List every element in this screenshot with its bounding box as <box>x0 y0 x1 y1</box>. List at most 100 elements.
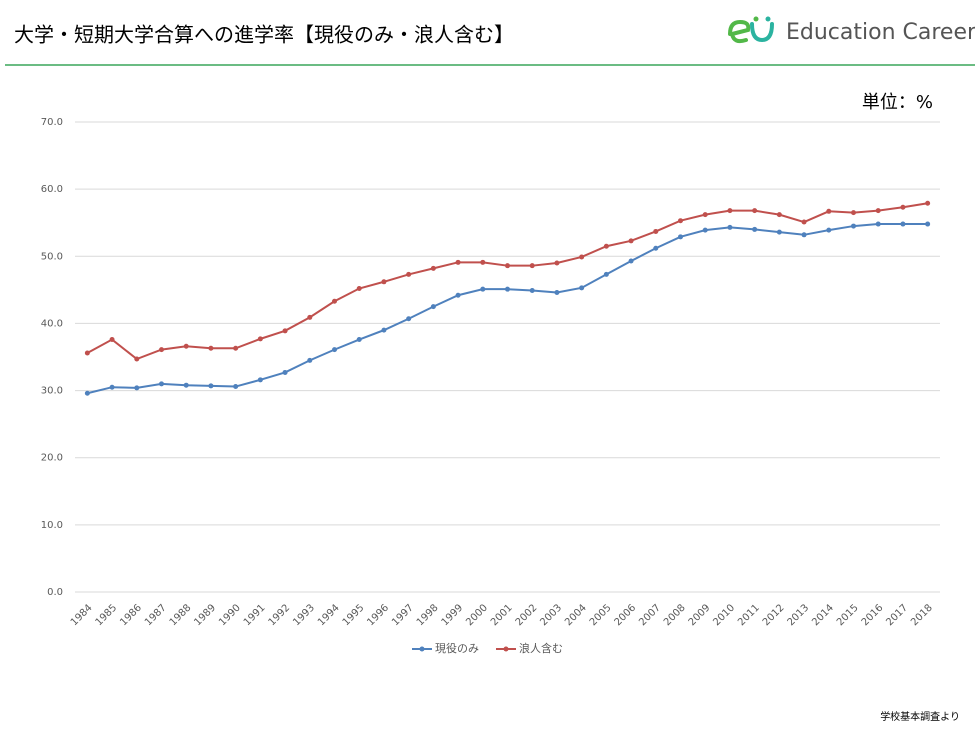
data-point <box>208 345 214 351</box>
data-point <box>406 271 412 277</box>
data-point <box>554 290 560 296</box>
data-point <box>653 245 659 251</box>
x-tick-label: 1984 <box>69 602 95 628</box>
data-point <box>307 314 313 320</box>
x-tick-label: 2000 <box>464 602 490 628</box>
data-point <box>381 327 387 333</box>
series-line <box>86 202 928 361</box>
data-point <box>579 285 585 291</box>
x-tick-label: 1990 <box>217 602 243 628</box>
x-tick-label: 2008 <box>662 602 688 628</box>
data-point <box>455 259 461 265</box>
data-point <box>875 221 881 227</box>
x-tick-label: 1991 <box>242 602 268 628</box>
x-tick-label: 2017 <box>884 602 910 628</box>
data-point <box>900 221 906 227</box>
data-point <box>109 337 115 343</box>
data-point <box>109 384 115 390</box>
x-tick-label: 1989 <box>192 602 218 628</box>
data-point <box>159 347 164 353</box>
x-tick-label: 1986 <box>118 602 144 628</box>
x-tick-label: 2011 <box>736 602 762 628</box>
legend-marker <box>503 646 509 652</box>
chart-title: 大学・短期大学合算への進学率【現役のみ・浪人含む】 <box>14 23 514 47</box>
y-tick-label: 60.0 <box>41 184 63 195</box>
data-point <box>183 343 189 349</box>
y-tick-label: 30.0 <box>41 386 63 397</box>
data-point <box>653 228 659 234</box>
data-point <box>455 292 461 298</box>
data-point <box>603 271 609 277</box>
x-tick-label: 2012 <box>761 602 787 628</box>
data-point <box>282 328 288 334</box>
x-tick-label: 1987 <box>143 602 169 628</box>
data-point <box>208 383 214 389</box>
data-point <box>430 265 436 271</box>
x-tick-label: 2004 <box>563 602 589 628</box>
data-point <box>505 286 510 292</box>
x-tick-label: 1995 <box>341 602 367 628</box>
data-point <box>233 384 239 390</box>
data-point <box>529 288 535 294</box>
data-point <box>727 208 733 214</box>
data-point <box>628 238 634 244</box>
data-point <box>826 227 832 233</box>
data-point <box>332 298 337 304</box>
x-tick-label: 1994 <box>316 602 342 628</box>
x-tick-label: 1988 <box>168 602 194 628</box>
data-point <box>430 304 436 310</box>
x-tick-label: 2006 <box>613 602 639 628</box>
data-point <box>406 316 412 322</box>
legend-label: 現役のみ <box>435 641 479 655</box>
data-point <box>356 337 362 343</box>
logo-text: Education Career <box>786 20 975 45</box>
data-point <box>381 279 387 285</box>
data-point <box>183 382 189 388</box>
data-point <box>752 226 758 232</box>
x-tick-label: 2002 <box>514 602 540 628</box>
legend-marker <box>419 646 425 652</box>
data-point <box>332 347 337 353</box>
logo-icon <box>728 16 774 44</box>
data-point <box>925 221 931 227</box>
data-point <box>826 208 832 214</box>
data-point <box>257 377 263 383</box>
x-tick-label: 2009 <box>687 602 713 628</box>
data-point <box>702 227 708 233</box>
y-tick-label: 0.0 <box>47 587 63 598</box>
data-point <box>84 350 90 356</box>
data-point <box>678 234 683 240</box>
data-point <box>603 243 609 249</box>
data-point <box>282 369 288 375</box>
data-point <box>257 336 263 342</box>
x-tick-label: 1993 <box>291 602 317 628</box>
data-point <box>801 219 807 225</box>
x-tick-label: 2010 <box>711 602 737 628</box>
data-point <box>134 356 140 362</box>
x-tick-label: 1992 <box>267 602 293 628</box>
data-point <box>529 263 535 269</box>
source-note: 学校基本調査より <box>880 710 960 723</box>
data-point <box>851 210 856 216</box>
y-tick-label: 50.0 <box>41 251 63 262</box>
x-tick-label: 2014 <box>810 602 836 628</box>
x-tick-label: 2003 <box>538 602 564 628</box>
data-point <box>356 286 362 292</box>
x-tick-label: 2015 <box>835 602 861 628</box>
data-point <box>925 200 931 206</box>
y-tick-label: 10.0 <box>41 520 63 531</box>
x-tick-label: 1985 <box>94 602 120 628</box>
data-point <box>134 385 140 391</box>
legend-label: 浪人含む <box>519 641 563 655</box>
x-tick-label: 1999 <box>440 602 466 628</box>
x-tick-label: 1997 <box>390 602 416 628</box>
y-tick-label: 40.0 <box>41 318 63 329</box>
y-tick-label: 70.0 <box>41 117 63 128</box>
data-point <box>752 208 758 214</box>
data-point <box>776 229 782 235</box>
data-point <box>505 263 510 269</box>
data-point <box>900 204 906 210</box>
data-point <box>875 208 881 214</box>
